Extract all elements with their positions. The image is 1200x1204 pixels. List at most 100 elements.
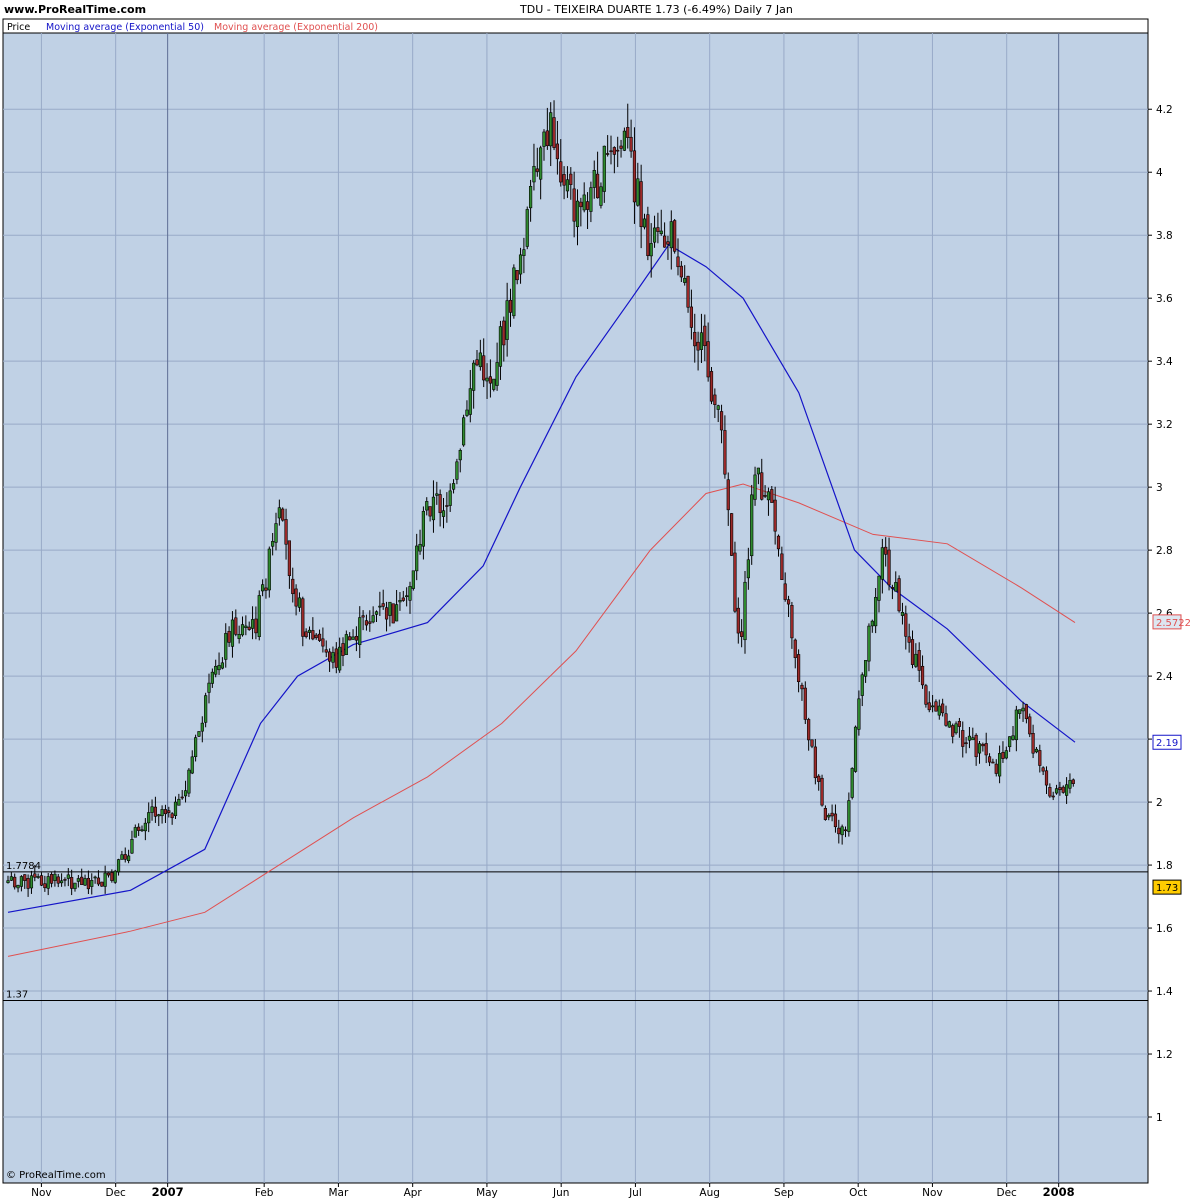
candle-body: [438, 494, 442, 514]
candle-body: [1065, 784, 1069, 796]
candle-body: [388, 601, 392, 616]
candle-body: [147, 812, 151, 824]
candle-body: [612, 147, 616, 155]
site-link[interactable]: www.ProRealTime.com: [4, 3, 146, 16]
candle-body: [606, 153, 610, 155]
candle-body: [381, 603, 385, 607]
candle-body: [485, 377, 489, 382]
candle-body: [210, 671, 214, 684]
y-tick-label: 3.4: [1156, 356, 1173, 368]
candle-body: [53, 873, 57, 881]
candle-body: [411, 570, 415, 589]
candle-body: [445, 505, 449, 507]
candle-body: [837, 827, 841, 835]
candle-body: [70, 877, 74, 889]
candle-body: [431, 496, 436, 521]
y-tick-label: 1.2: [1156, 1049, 1173, 1061]
candle-body: [565, 179, 570, 192]
y-tick-label: 1.8: [1156, 860, 1173, 872]
candle-body: [549, 112, 553, 147]
candlesticks: [6, 100, 1075, 897]
candle-body: [86, 877, 90, 890]
legend-price: Price: [7, 22, 30, 33]
candle-body: [920, 665, 925, 686]
candle-body: [180, 796, 184, 799]
candle-body: [96, 877, 101, 885]
candle-body: [1001, 752, 1005, 759]
candle-body: [371, 615, 375, 623]
candle-body: [321, 638, 325, 647]
candle-body: [930, 705, 935, 708]
x-tick-label: Oct: [849, 1187, 867, 1199]
candle-body: [1044, 770, 1049, 786]
candle-body: [907, 636, 911, 643]
candle-body: [227, 630, 231, 643]
candle-body: [374, 611, 379, 615]
candle-body: [361, 615, 365, 618]
candle-body: [187, 769, 191, 794]
candle-body: [405, 595, 409, 598]
candle-body: [358, 617, 362, 645]
candle-body: [364, 620, 369, 626]
candle-body: [669, 221, 673, 249]
candle-body: [140, 829, 144, 832]
candle-body: [378, 605, 382, 608]
candle-body: [327, 651, 332, 662]
candle-body: [555, 143, 559, 160]
candle-body: [183, 790, 188, 797]
y-tick-label: 2.8: [1156, 545, 1173, 557]
candle-body: [277, 507, 281, 519]
candle-body: [957, 721, 961, 727]
candle-body: [562, 174, 566, 186]
candle-body: [157, 814, 161, 817]
candle-body: [260, 584, 265, 592]
candle-body: [6, 880, 10, 883]
candle-body: [508, 299, 513, 313]
candle-body: [733, 552, 737, 612]
candle-body: [904, 613, 908, 637]
candle-body: [639, 181, 643, 228]
ema200-line: [7, 483, 1076, 957]
candle-body: [448, 490, 452, 506]
candle-body: [475, 359, 479, 366]
candle-body: [461, 417, 466, 446]
candle-body: [666, 241, 670, 245]
candle-body: [291, 578, 295, 595]
ema50-line: [7, 243, 1076, 913]
x-tick-label: 2008: [1043, 1185, 1075, 1199]
candle-body: [689, 306, 693, 328]
candle-body: [877, 575, 881, 601]
candle-body: [150, 806, 154, 813]
candle-body: [863, 660, 868, 677]
candle-body: [696, 341, 700, 351]
candle-body: [870, 620, 874, 627]
candle-body: [80, 876, 84, 885]
candle-body: [66, 874, 70, 879]
candle-body: [478, 352, 482, 368]
candle-body: [391, 603, 395, 624]
candle-body: [281, 508, 285, 521]
candle-body: [659, 230, 663, 235]
y-tick-label: 1.6: [1156, 923, 1173, 935]
candle-body: [917, 650, 921, 671]
candle-body: [770, 489, 774, 503]
candle-body: [408, 586, 412, 601]
candle-body: [602, 145, 606, 192]
y-tick-label: 1.4: [1156, 986, 1173, 998]
candle-body: [964, 742, 968, 745]
candle-body: [163, 809, 168, 815]
candle-body: [984, 743, 988, 756]
candle-body: [994, 763, 998, 774]
y-tick-label: 3.6: [1156, 293, 1173, 305]
y-tick-label: 2.4: [1156, 671, 1173, 683]
candle-body: [887, 549, 891, 586]
candle-body: [616, 149, 620, 152]
candle-body: [304, 631, 308, 638]
candle-body: [997, 753, 1002, 777]
candle-body: [314, 634, 318, 639]
candle-body: [116, 859, 121, 873]
candle-body: [786, 599, 791, 605]
candle-body: [813, 746, 817, 779]
candle-body: [559, 161, 563, 183]
legend-ema50: Moving average (Exponential 50): [46, 22, 204, 33]
